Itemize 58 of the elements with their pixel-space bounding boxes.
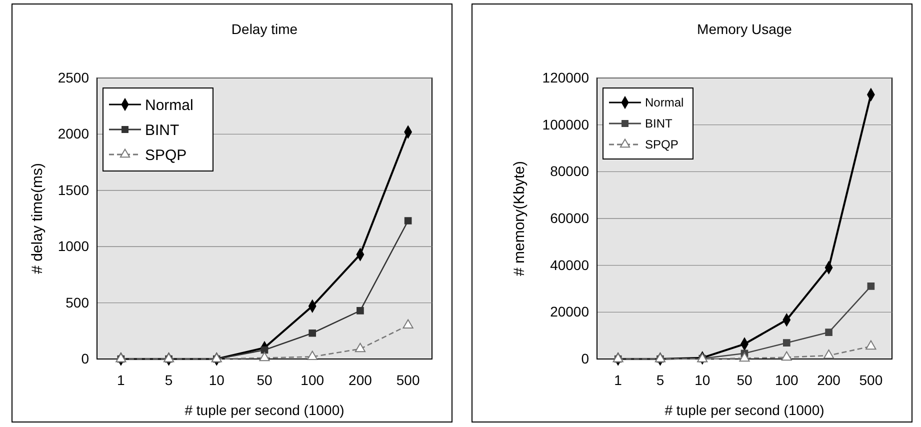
y-tick-label: 1000 xyxy=(58,238,90,254)
point xyxy=(404,217,412,224)
y-tick-label: 0 xyxy=(81,350,90,366)
point xyxy=(823,349,834,359)
legend-label: BINT xyxy=(145,122,180,139)
point xyxy=(867,282,875,290)
y-tick-label: 60000 xyxy=(550,210,590,226)
x-tick-label: 500 xyxy=(396,372,420,388)
y-tick-label: 2000 xyxy=(58,126,90,142)
x-tick-label: 10 xyxy=(694,372,710,388)
y-tick-label: 80000 xyxy=(550,163,590,180)
y-tick-label: 0 xyxy=(581,350,590,366)
point xyxy=(782,339,790,347)
point xyxy=(259,352,270,362)
point xyxy=(116,352,126,362)
y-tick-label: 1500 xyxy=(58,182,90,198)
y-tick-label: 120000 xyxy=(542,69,590,86)
point xyxy=(211,352,222,362)
x-tick-label: 50 xyxy=(736,372,752,388)
x-axis-title: # tuple per second (1000) xyxy=(184,402,344,418)
point xyxy=(163,352,174,362)
legend-label: BINT xyxy=(645,116,674,131)
point xyxy=(739,352,750,362)
y-tick-label: 20000 xyxy=(550,304,590,320)
point xyxy=(307,350,318,360)
x-tick-label: 200 xyxy=(817,372,841,388)
chart-title: Memory Usage xyxy=(697,21,792,37)
point xyxy=(654,352,666,362)
legend-label: Normal xyxy=(645,96,684,110)
x-tick-label: 5 xyxy=(656,372,664,388)
legend-label: SPQP xyxy=(145,146,187,164)
chart-title: Delay time xyxy=(231,21,298,37)
y-tick-label: 40000 xyxy=(550,256,590,273)
x-axis-title: # tuple per second (1000) xyxy=(664,402,824,418)
y-tick-label: 2500 xyxy=(58,69,90,86)
y-axis-title: # delay time(ms) xyxy=(29,163,46,274)
x-tick-label: 50 xyxy=(256,372,272,388)
y-tick-label: 500 xyxy=(66,294,90,310)
x-tick-label: 100 xyxy=(774,372,799,388)
point xyxy=(612,352,624,362)
x-tick-label: 10 xyxy=(208,372,225,388)
x-tick-label: 200 xyxy=(348,372,372,388)
y-axis-title: # memory(Kbyte) xyxy=(511,160,528,276)
x-tick-label: 100 xyxy=(300,372,324,388)
x-tick-label: 1 xyxy=(117,372,126,388)
point xyxy=(402,319,414,329)
point xyxy=(781,351,792,361)
legend-label: Normal xyxy=(145,96,194,114)
y-tick-label: 100000 xyxy=(542,116,590,132)
x-tick-label: 5 xyxy=(164,372,173,388)
point xyxy=(308,329,316,337)
x-tick-label: 1 xyxy=(614,372,622,388)
point xyxy=(825,328,832,336)
point xyxy=(866,340,876,350)
legend-label: SPQP xyxy=(645,138,678,152)
point xyxy=(356,307,364,314)
x-tick-label: 500 xyxy=(859,372,883,388)
point xyxy=(354,342,366,352)
